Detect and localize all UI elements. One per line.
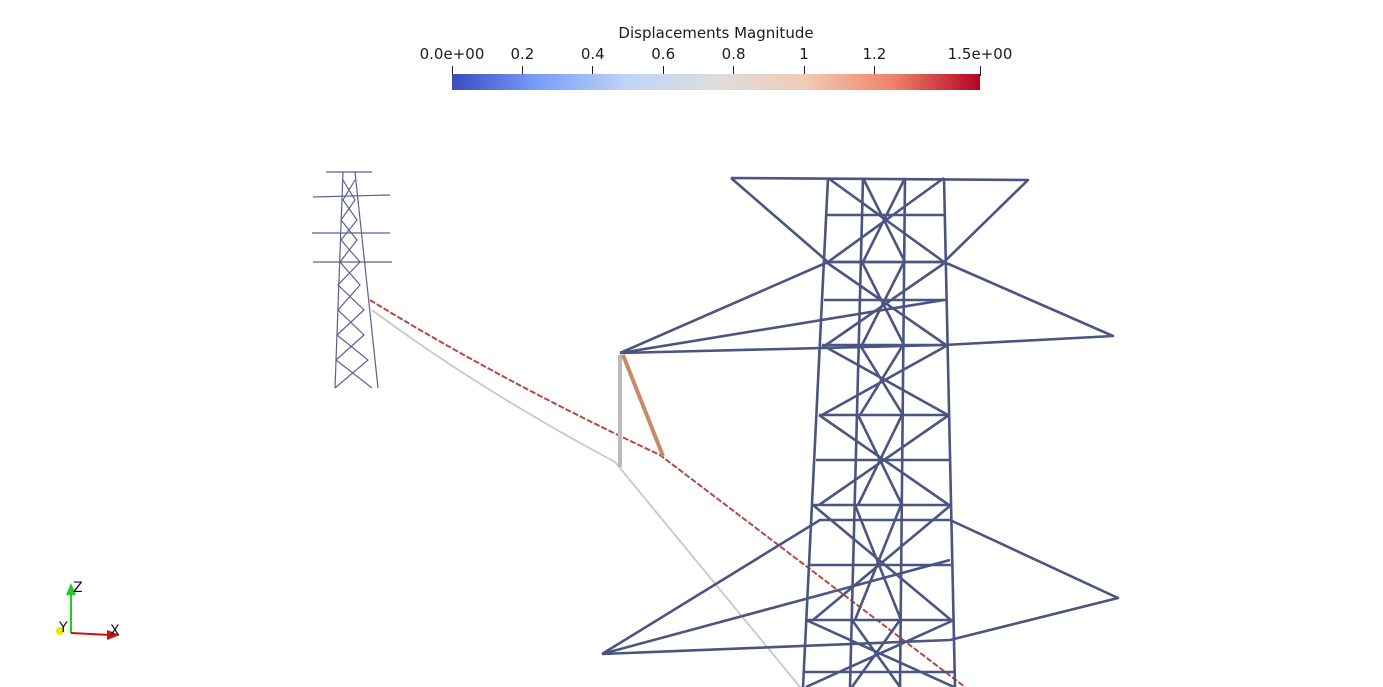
colorbar-tick-label: 0.2 — [510, 45, 535, 63]
colorbar-tick-mark — [733, 66, 735, 76]
orientation-axes — [56, 583, 120, 640]
insulator-right — [621, 354, 665, 457]
colorbar-tick-label: 1.5e+00 — [947, 45, 1013, 63]
x-axis-line — [70, 632, 111, 636]
colorbar-tick-label: 0.4 — [580, 45, 605, 63]
near-tower — [601, 176, 1120, 687]
colorbar-tick-label: 0.8 — [721, 45, 746, 63]
z-axis-label: Z — [73, 580, 83, 596]
colorbar-tick-label: 1 — [799, 45, 809, 63]
y-axis-label: Y — [59, 620, 68, 636]
far-tower — [312, 171, 392, 389]
cable-upper — [369, 299, 966, 687]
z-axis-arrow — [66, 583, 76, 595]
x-axis-label: X — [110, 623, 120, 639]
cable-lower — [371, 309, 801, 687]
colorbar-tick-label: 1.2 — [862, 45, 887, 63]
colorbar-gradient — [452, 74, 980, 90]
colorbar-tick-mark — [873, 66, 875, 76]
colorbar-tick-mark — [803, 66, 805, 76]
cable-lines — [369, 299, 966, 687]
colorbar-tick-mark — [451, 66, 453, 76]
colorbar-tick-mark — [521, 66, 523, 76]
y-axis-dot — [56, 627, 64, 635]
colorbar-tick-mark — [662, 66, 664, 76]
colorbar-tick-label: 0.6 — [651, 45, 676, 63]
colorbar-title: Displacements Magnitude — [618, 24, 814, 42]
colorbar-tick-label: 0.0e+00 — [419, 45, 485, 63]
colorbar-tick-mark — [979, 66, 981, 76]
colorbar-tick-mark — [592, 66, 594, 76]
x-axis-arrow — [107, 630, 120, 640]
